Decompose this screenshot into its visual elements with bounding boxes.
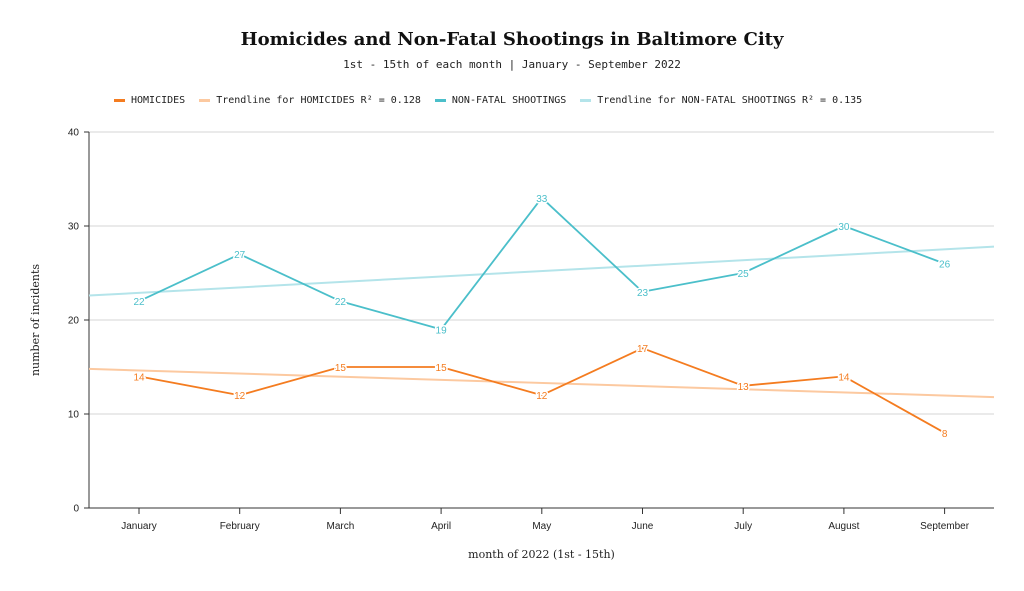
x-tick-label: July — [734, 521, 752, 532]
legend: HOMICIDES Trendline for HOMICIDES R² = 0… — [114, 93, 876, 107]
data-label: 15 — [335, 363, 347, 374]
data-label: 27 — [234, 250, 246, 261]
series-line-shootings — [138, 196, 945, 331]
x-tick-label: August — [828, 521, 859, 532]
y-tick-label: 20 — [68, 316, 80, 327]
data-label: 14 — [133, 372, 145, 383]
x-tick-label: January — [121, 521, 157, 532]
x-tick-label: May — [532, 521, 551, 532]
legend-label-shootings: NON-FATAL SHOOTINGS — [451, 94, 567, 106]
legend-label-homicides-trendline: Trendline for HOMICIDES R² = 0.128 — [216, 94, 421, 106]
y-tick-label: 10 — [68, 410, 80, 421]
chart-title: Homicides and Non-Fatal Shootings in Bal… — [240, 29, 784, 50]
data-label: 25 — [738, 269, 750, 280]
data-label: 8 — [942, 429, 948, 440]
y-tick-label: 0 — [73, 504, 79, 515]
data-label: 19 — [436, 325, 448, 336]
series-line-homicides — [138, 347, 946, 434]
x-tick-label: April — [431, 521, 451, 532]
data-label: 30 — [838, 222, 850, 233]
data-label: 26 — [939, 260, 951, 271]
legend-label-homicides: HOMICIDES — [131, 94, 186, 106]
trendline-0 — [88, 367, 995, 399]
x-tick-label: February — [220, 521, 260, 532]
data-label: 23 — [637, 288, 649, 299]
data-label: 33 — [536, 194, 548, 205]
data-label: 14 — [838, 372, 850, 383]
legend-item-homicides-trendline[interactable]: Trendline for HOMICIDES R² = 0.128 — [199, 95, 421, 106]
data-label: 13 — [738, 382, 750, 393]
legend-swatch-shootings — [434, 98, 446, 102]
x-tick-label: September — [920, 521, 970, 532]
x-tick-label: March — [327, 521, 355, 532]
data-label: 22 — [335, 297, 347, 308]
data-label: 22 — [133, 297, 145, 308]
legend-item-shootings[interactable]: NON-FATAL SHOOTINGS — [434, 94, 567, 106]
chart-subtitle: 1st - 15th of each month | January - Sep… — [343, 58, 681, 71]
legend-swatch-homicides-trendline — [199, 98, 211, 102]
data-label: 17 — [637, 344, 649, 355]
legend-swatch-shootings-trendline — [580, 98, 592, 102]
y-tick-label: 30 — [68, 222, 80, 233]
data-label: 12 — [234, 391, 246, 402]
legend-swatch-homicides — [114, 98, 125, 102]
legend-item-shootings-trendline[interactable]: Trendline for NON-FATAL SHOOTINGS R² = 0… — [580, 95, 862, 106]
y-axis-title: number of incidents — [29, 264, 42, 376]
legend-label-shootings-trendline: Trendline for NON-FATAL SHOOTINGS R² = 0… — [597, 94, 863, 106]
x-axis-title: month of 2022 (1st - 15th) — [468, 548, 615, 561]
trendline-1 — [88, 245, 995, 297]
x-tick-label: June — [632, 521, 654, 532]
y-tick-label: 40 — [68, 128, 80, 139]
legend-item-homicides[interactable]: HOMICIDES — [114, 95, 185, 106]
data-label: 12 — [536, 391, 548, 402]
data-label: 15 — [436, 363, 448, 374]
